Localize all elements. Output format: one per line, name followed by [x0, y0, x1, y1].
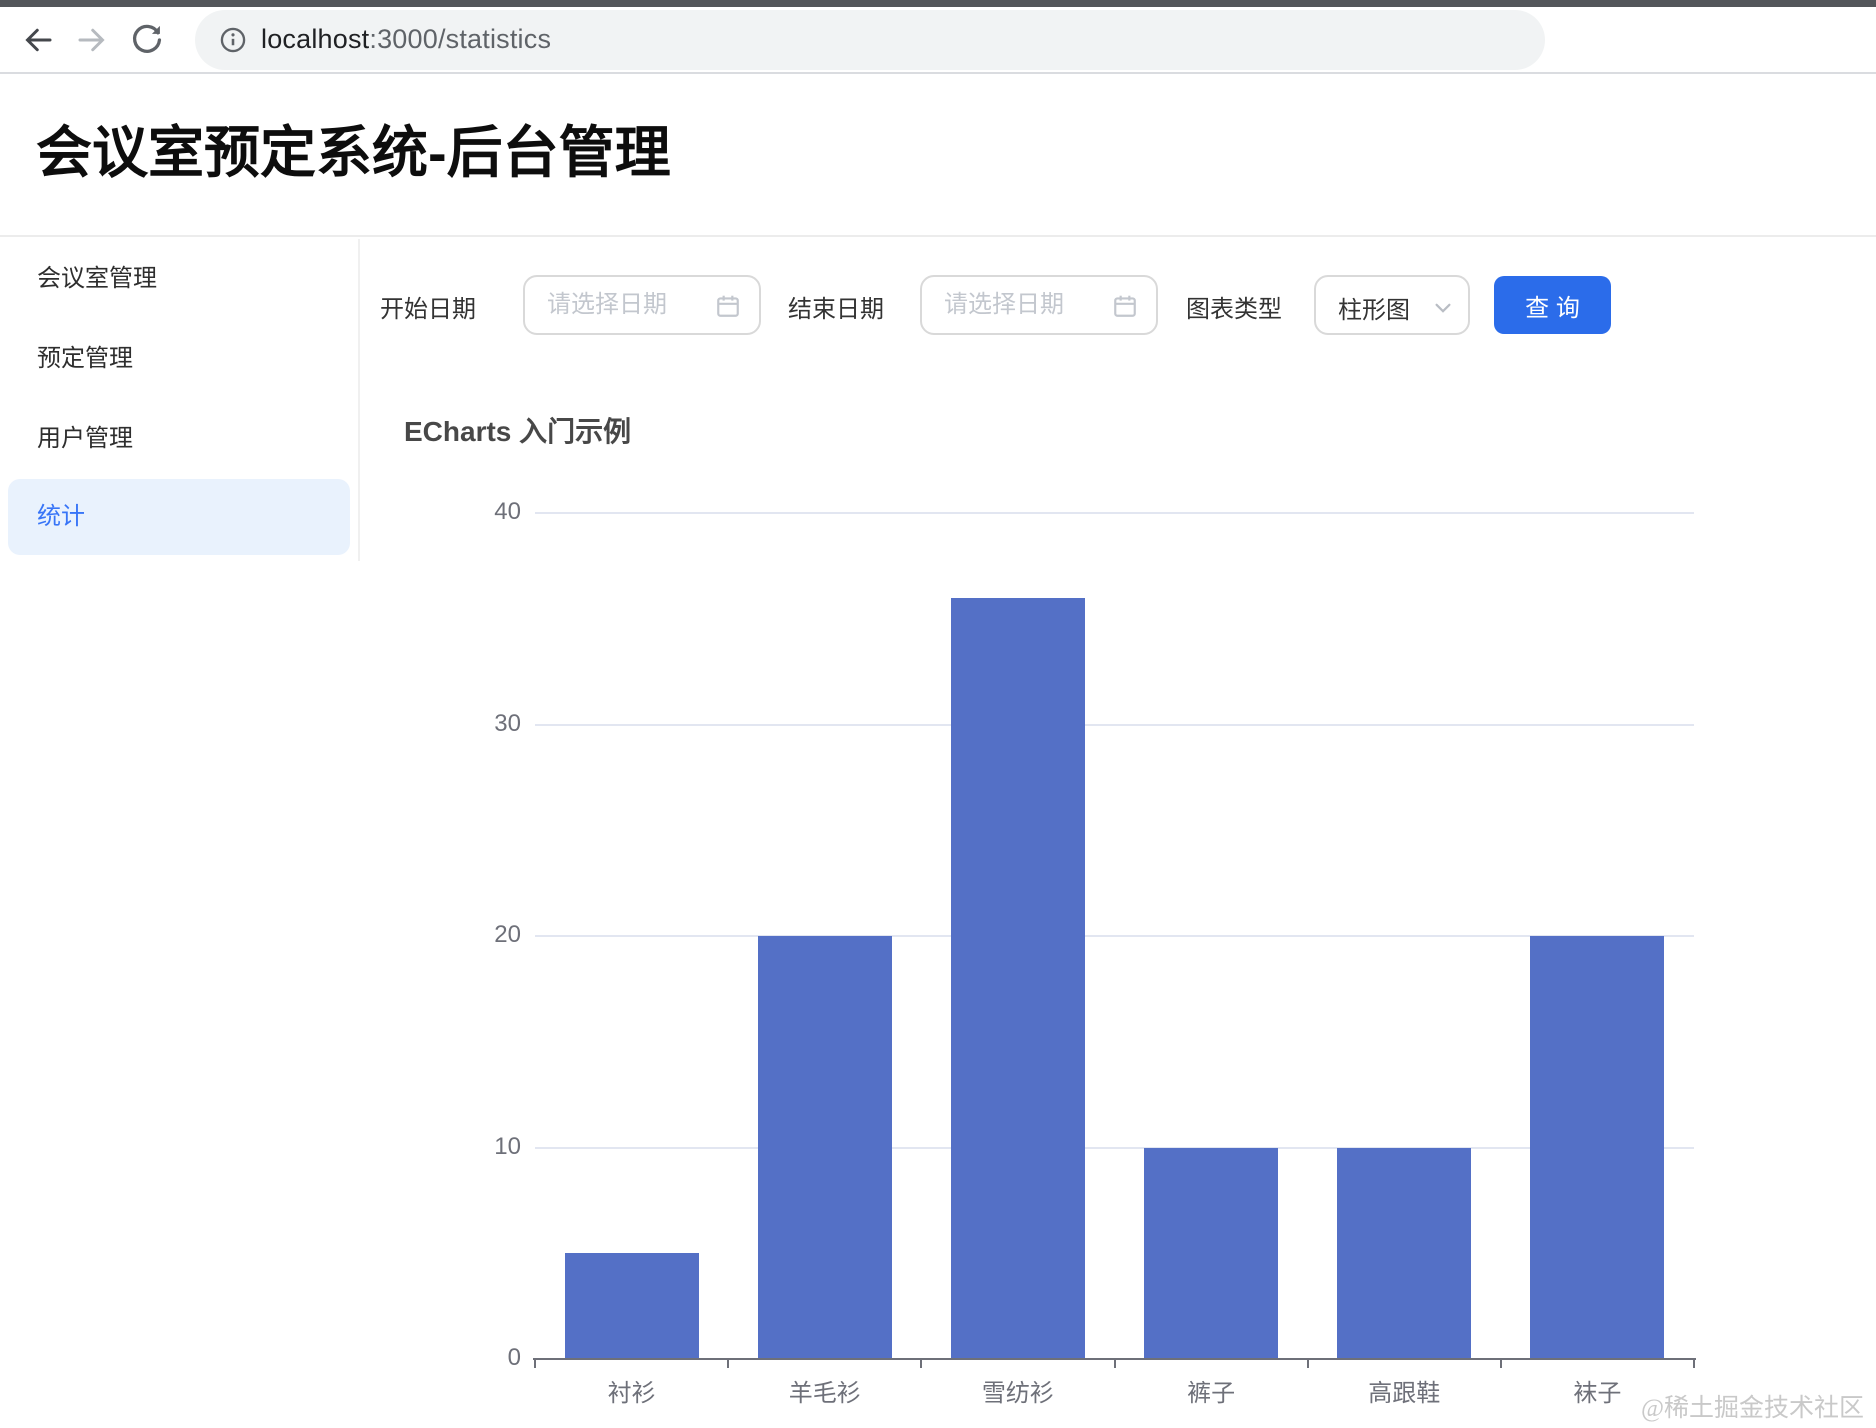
address-bar[interactable]: localhost:3000/statistics	[195, 10, 1545, 70]
x-axis-label: 裤子	[1187, 1380, 1236, 1407]
calendar-icon	[717, 295, 739, 317]
x-axis-tick	[534, 1359, 536, 1368]
chart-bar	[1337, 1147, 1472, 1358]
chart-bar	[757, 936, 892, 1358]
end-date-input[interactable]	[944, 277, 1104, 333]
chevron-down-icon	[1435, 303, 1451, 313]
reload-icon[interactable]	[129, 22, 165, 58]
y-axis-label: 30	[494, 709, 521, 737]
y-axis-label: 20	[494, 921, 521, 948]
sidebar-item-meeting-rooms[interactable]: 会议室管理	[37, 265, 157, 292]
start-date-input[interactable]	[547, 277, 707, 333]
y-axis-label: 40	[494, 498, 521, 525]
chart-type-selected-value: 柱形图	[1338, 297, 1410, 324]
url-text: localhost:3000/statistics	[261, 24, 551, 55]
x-axis-tick	[1499, 1359, 1502, 1368]
x-axis-line	[533, 1358, 1696, 1360]
y-gridline	[535, 935, 1694, 937]
sidebar-item-bookings[interactable]: 预定管理	[37, 345, 133, 372]
chart-type-select[interactable]: 柱形图	[1314, 275, 1470, 335]
x-axis-tick	[727, 1359, 730, 1368]
chart-bar	[564, 1253, 699, 1358]
x-axis-label: 雪纺衫	[981, 1380, 1054, 1407]
x-axis-label: 高跟鞋	[1368, 1380, 1441, 1407]
end-date-label: 结束日期	[788, 296, 884, 323]
end-date-picker[interactable]	[920, 275, 1158, 335]
sidebar-item-users[interactable]: 用户管理	[37, 425, 133, 452]
x-axis-label: 衬衫	[607, 1380, 656, 1407]
y-gridline	[535, 1146, 1694, 1149]
start-date-picker[interactable]	[523, 275, 761, 335]
app-header: 会议室预定系统-后台管理	[0, 74, 1876, 237]
tab-strip-edge	[0, 0, 1876, 7]
watermark: @稀土掘金技术社区	[1640, 1395, 1864, 1422]
x-axis-tick	[920, 1359, 923, 1368]
forward-icon[interactable]	[74, 22, 110, 58]
x-axis-tick	[1113, 1359, 1116, 1368]
chart-bar	[1530, 936, 1665, 1358]
x-axis-tick	[1693, 1359, 1695, 1368]
url-host: localhost	[261, 24, 370, 54]
chart-type-label: 图表类型	[1186, 296, 1282, 323]
url-path: :3000/statistics	[369, 24, 552, 54]
y-gridline	[535, 512, 1694, 514]
info-icon[interactable]	[219, 26, 247, 54]
y-gridline	[535, 723, 1694, 726]
x-axis-label: 羊毛衫	[788, 1380, 861, 1407]
chart-title: ECharts 入门示例	[404, 416, 632, 447]
query-button[interactable]: 查 询	[1494, 276, 1611, 334]
y-axis-label: 0	[507, 1344, 521, 1371]
x-axis-tick	[1306, 1359, 1309, 1368]
y-axis-label: 10	[494, 1132, 521, 1160]
browser-toolbar: localhost:3000/statistics	[0, 0, 1876, 74]
start-date-label: 开始日期	[380, 296, 476, 323]
sidebar-item-statistics[interactable]: 统计	[8, 479, 350, 555]
page-title: 会议室预定系统-后台管理	[36, 121, 671, 184]
back-icon[interactable]	[20, 22, 56, 58]
chart-bar	[1144, 1147, 1279, 1358]
sidebar-menu: 会议室管理 预定管理 用户管理 统计	[0, 239, 360, 561]
chart-bar	[950, 597, 1085, 1358]
calendar-icon	[1114, 295, 1136, 317]
